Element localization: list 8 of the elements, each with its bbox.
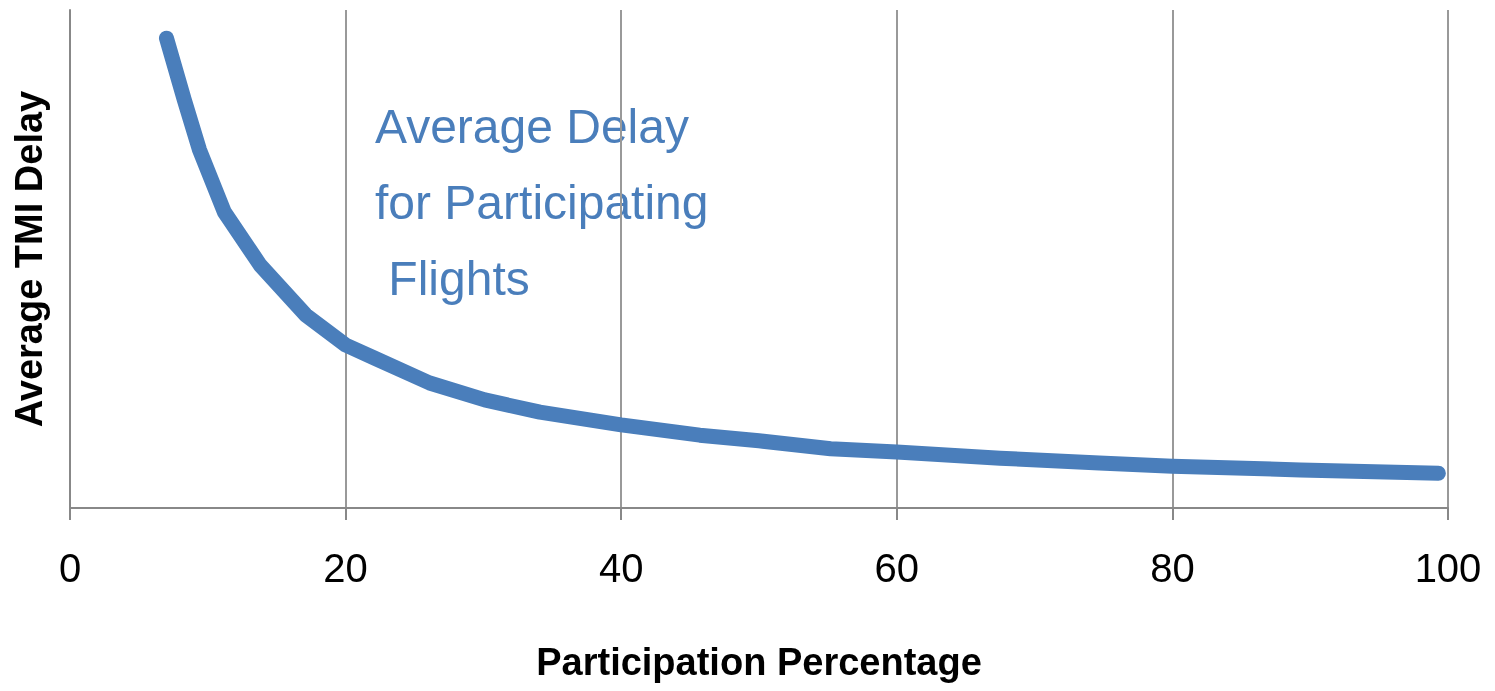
x-tick-label: 0 — [58, 546, 82, 590]
x-tick-label: 80 — [1150, 546, 1195, 590]
x-tick-label: 100 — [1414, 546, 1482, 590]
x-tick-label: 20 — [323, 546, 368, 590]
x-tick-label: 40 — [598, 546, 644, 590]
x-axis-title: Participation Percentage — [536, 641, 982, 683]
y-axis-title: Average TMI Delay — [8, 90, 50, 428]
x-tick-label: 60 — [874, 546, 920, 590]
